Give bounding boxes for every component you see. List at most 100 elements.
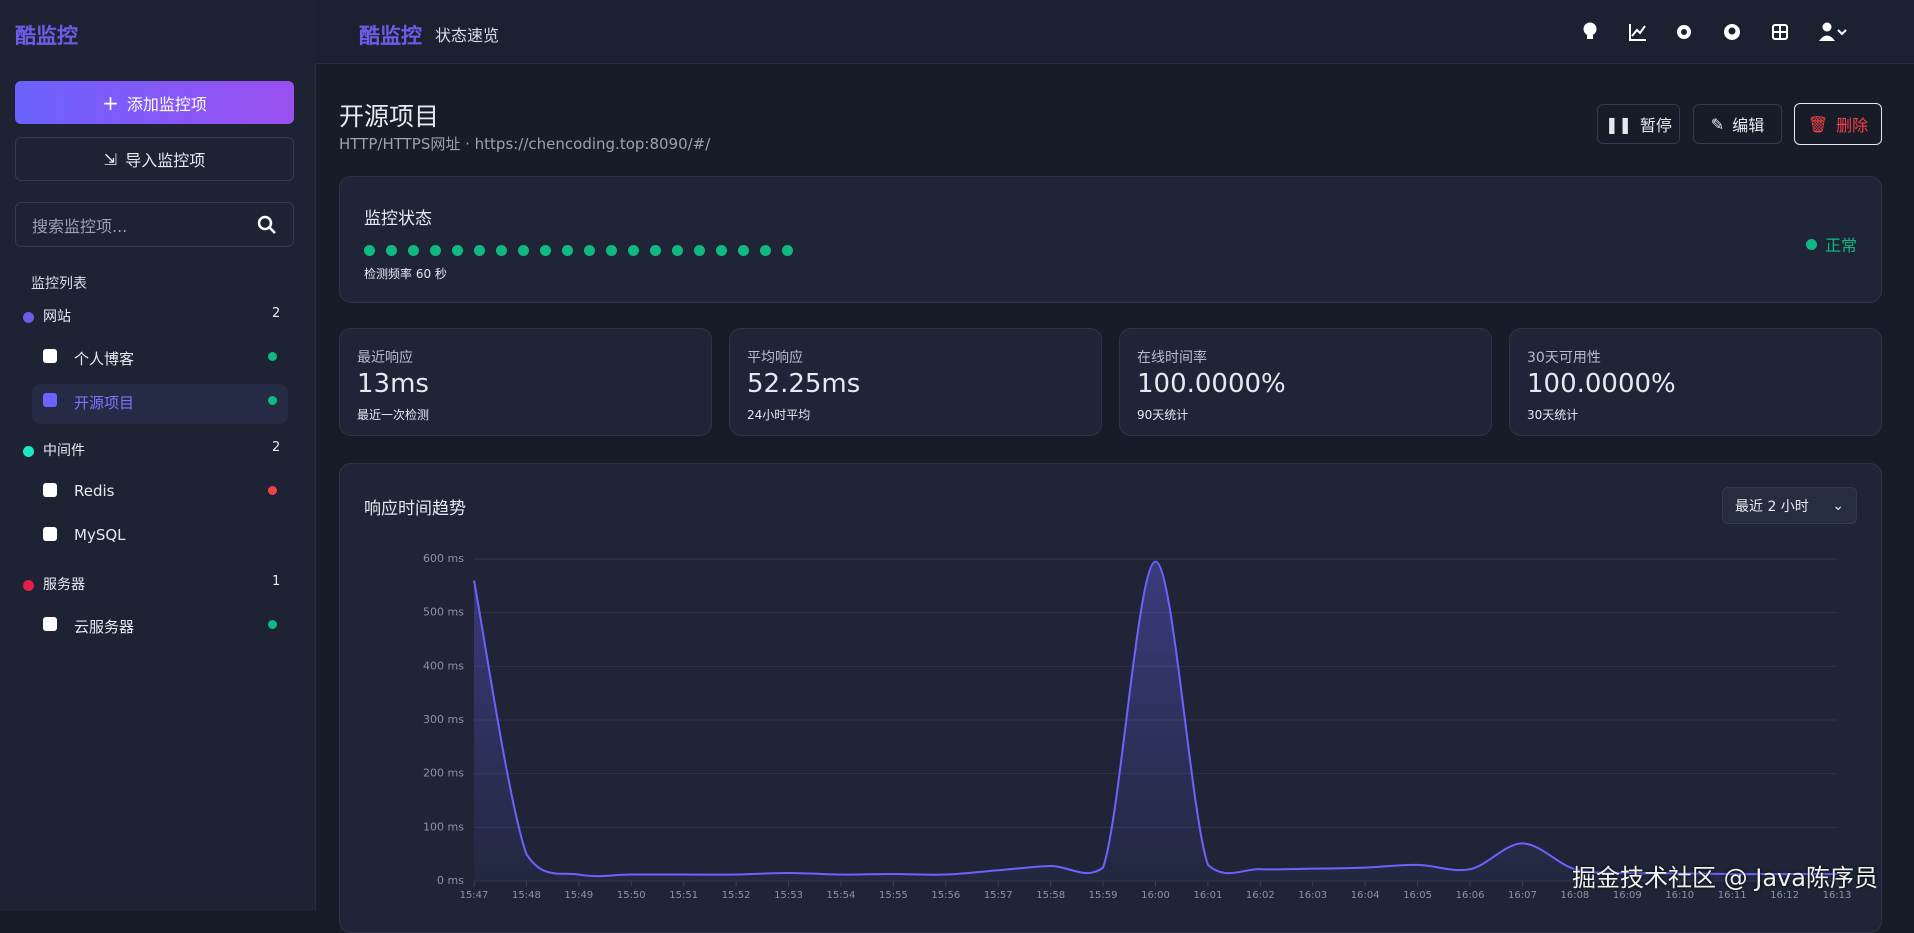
check-dot <box>650 245 661 256</box>
stat-note: 24小时平均 <box>747 408 811 422</box>
icon-settings[interactable] <box>1677 25 1691 39</box>
edit-label: 编辑 <box>1732 116 1765 135</box>
plus-icon: + <box>102 90 119 115</box>
pause-label: 暂停 <box>1639 116 1672 135</box>
stat-value: 100.0000% <box>1137 369 1286 399</box>
delete-icon: 🗑 <box>1807 114 1829 134</box>
x-tick-label: 16:12 <box>1770 890 1799 901</box>
x-tick-label: 15:50 <box>617 890 646 901</box>
check-dot <box>430 245 441 256</box>
item-status <box>268 352 277 361</box>
group-name: 中间件 <box>43 443 85 459</box>
x-tick-label: 15:57 <box>984 890 1013 901</box>
stat-card: 在线时间率 100.0000% 90天统计 <box>1119 328 1492 436</box>
y-tick-label: 500 ms <box>423 606 464 619</box>
line <box>473 560 1837 878</box>
x-tick-label: 16:04 <box>1351 890 1380 901</box>
x-tick-label: 15:56 <box>931 890 960 901</box>
y-tick-label: 300 ms <box>423 713 464 726</box>
item-name[interactable]: 开源项目 <box>74 394 135 412</box>
stat-value: 13ms <box>357 369 429 399</box>
stat-label: 30天可用性 <box>1527 350 1601 366</box>
item-status <box>268 486 277 495</box>
check-dot <box>628 245 639 256</box>
header <box>315 0 1914 64</box>
item-icon <box>43 349 57 363</box>
chart-title: 响应时间趋势 <box>364 499 466 519</box>
x-tick-label: 15:49 <box>564 890 593 901</box>
check-dot <box>562 245 573 256</box>
group-dot <box>23 446 34 457</box>
item-icon <box>43 393 57 407</box>
stat-value: 100.0000% <box>1527 369 1676 399</box>
icon-grid[interactable] <box>1772 24 1788 40</box>
check-dot <box>760 245 771 256</box>
brand[interactable]: 酷监控 <box>359 24 422 48</box>
status-card: 监控状态 检测频率 60 秒 正常 <box>339 176 1882 303</box>
check-dot <box>672 245 683 256</box>
x-tick-label: 15:47 <box>460 890 489 901</box>
area <box>474 561 1837 881</box>
page-name: 状态速览 <box>435 26 500 45</box>
chevron: ⌄ <box>1832 497 1844 514</box>
range-select[interactable]: 最近 2 小时 ⌄ <box>1722 487 1857 524</box>
check-dot <box>540 245 551 256</box>
x-tick-label: 16:11 <box>1718 890 1747 901</box>
import-icon: ⇲ <box>103 149 118 169</box>
detail-title: 开源项目 <box>339 102 440 131</box>
icon-user[interactable] <box>1819 22 1847 42</box>
x-tick-label: 16:06 <box>1456 890 1485 901</box>
icon-github[interactable] <box>1724 24 1740 40</box>
group-count: 2 <box>272 440 281 455</box>
x-tick-label: 16:00 <box>1141 890 1170 901</box>
x-tick-label: 15:55 <box>879 890 908 901</box>
logo[interactable]: 酷监控 <box>15 24 78 48</box>
edit-button[interactable]: ✎ 编辑 <box>1693 104 1782 144</box>
list-title: 监控列表 <box>31 276 87 292</box>
x-tick-label: 15:59 <box>1089 890 1118 901</box>
state-label: 正常 <box>1825 236 1858 255</box>
pause-icon: ❚❚ <box>1605 114 1632 134</box>
y-tick-label: 100 ms <box>423 820 464 833</box>
x-tick-label: 16:09 <box>1613 890 1642 901</box>
x-tick-label: 16:10 <box>1665 890 1694 901</box>
item-name[interactable]: MySQL <box>74 526 126 544</box>
selected-item <box>32 384 288 424</box>
delete-label: 删除 <box>1836 116 1869 135</box>
x-tick-label: 16:03 <box>1298 890 1327 901</box>
pause-button[interactable]: ❚❚ 暂停 <box>1597 104 1680 144</box>
item-status <box>268 396 277 405</box>
add-button[interactable]: + 添加监控项 <box>15 81 294 124</box>
icon-tips[interactable] <box>1583 22 1597 39</box>
import-button-label: 导入监控项 <box>125 151 206 170</box>
y-tick-label: 200 ms <box>423 767 464 780</box>
y-tick-label: 400 ms <box>423 659 464 672</box>
stat-label: 平均响应 <box>747 350 803 366</box>
group-dot <box>23 312 34 323</box>
group-name: 服务器 <box>43 577 85 593</box>
group-count: 2 <box>272 306 281 321</box>
search-icon[interactable] <box>257 215 277 235</box>
check-dot <box>474 245 485 256</box>
header-icons <box>1583 22 1847 42</box>
x-tick-label: 15:53 <box>774 890 803 901</box>
item-name[interactable]: Redis <box>74 482 115 500</box>
check-dot <box>584 245 595 256</box>
search-box[interactable]: 搜索监控项... <box>15 202 294 247</box>
check-dot <box>782 245 793 256</box>
import-button[interactable]: ⇲ 导入监控项 <box>15 137 294 181</box>
item-status <box>268 620 277 629</box>
stat-note: 90天统计 <box>1137 408 1189 422</box>
stat-card: 最近响应 13ms 最近一次检测 <box>339 328 712 436</box>
item-icon <box>43 617 57 631</box>
group-count: 1 <box>272 574 281 589</box>
item-icon <box>43 527 57 541</box>
delete-button[interactable]: 🗑 删除 <box>1794 103 1882 145</box>
check-dot <box>716 245 727 256</box>
icon-stats[interactable] <box>1629 24 1646 41</box>
item-name[interactable]: 个人博客 <box>74 350 135 368</box>
x-tick-label: 16:08 <box>1560 890 1589 901</box>
icon-stats-line <box>1631 25 1646 37</box>
check-dot <box>364 245 375 256</box>
item-name[interactable]: 云服务器 <box>74 618 135 636</box>
